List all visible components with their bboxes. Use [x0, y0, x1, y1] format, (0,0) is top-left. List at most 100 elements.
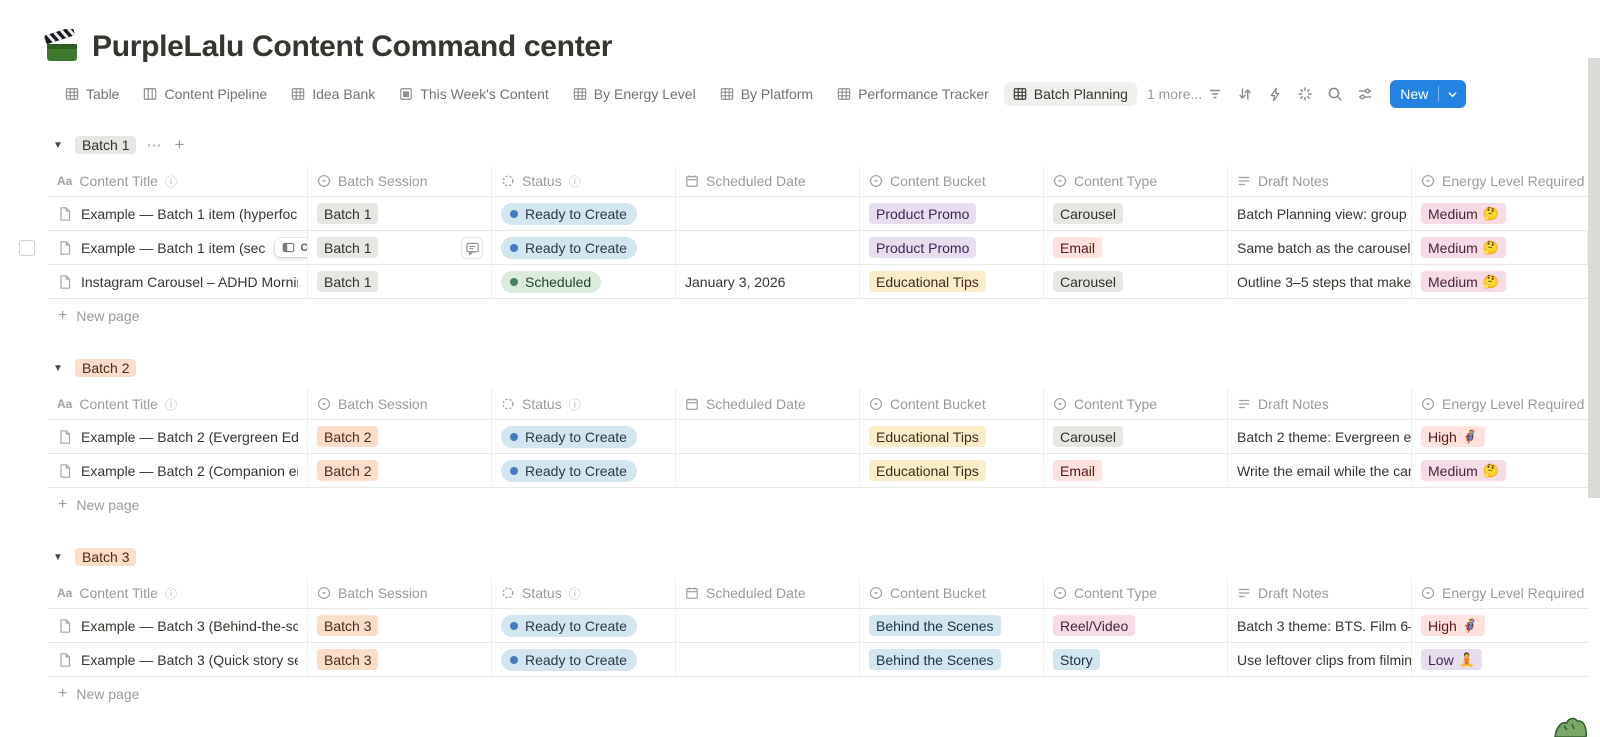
- column-header-scheduled-date[interactable]: Scheduled Date: [676, 578, 860, 608]
- cell-content-bucket[interactable]: Behind the Scenes: [860, 609, 1044, 642]
- status-badge[interactable]: Ready to Create: [501, 459, 637, 482]
- cell-energy-level[interactable]: Medium 🤔: [1412, 197, 1588, 230]
- group-name-pill[interactable]: Batch 3: [75, 548, 137, 566]
- column-header-content-bucket[interactable]: Content Bucket: [860, 578, 1044, 608]
- column-header-status[interactable]: Status ⓘ: [492, 166, 676, 196]
- table-row-hovered[interactable]: Example — Batch 1 item (secOPEN) Batch 1…: [19, 231, 1588, 265]
- status-badge[interactable]: Scheduled: [501, 270, 602, 293]
- cell-content-type[interactable]: Carousel: [1044, 197, 1228, 230]
- cell-draft-notes[interactable]: Batch 3 theme: BTS. Film 6–10 s: [1228, 609, 1412, 642]
- energy-level-tag[interactable]: Medium 🤔: [1421, 237, 1506, 258]
- lightning-icon[interactable]: [1262, 81, 1288, 107]
- column-header-content-bucket[interactable]: Content Bucket: [860, 166, 1044, 196]
- cell-scheduled-date[interactable]: January 3, 2026: [676, 265, 860, 298]
- batch-session-tag[interactable]: Batch 1: [317, 237, 379, 258]
- status-badge[interactable]: Ready to Create: [501, 236, 637, 259]
- sort-icon[interactable]: [1232, 81, 1258, 107]
- column-header-draft-notes[interactable]: Draft Notes: [1228, 389, 1412, 419]
- table-row[interactable]: Example — Batch 3 (Quick story series f …: [48, 643, 1588, 677]
- column-header-energy-level[interactable]: Energy Level Required: [1412, 578, 1588, 608]
- group-more-icon[interactable]: ⋯: [146, 137, 163, 154]
- new-page-button[interactable]: + New page: [58, 307, 140, 324]
- content-bucket-tag[interactable]: Behind the Scenes: [869, 615, 1001, 636]
- column-header-energy-level[interactable]: Energy Level Required: [1412, 389, 1588, 419]
- cell-draft-notes[interactable]: Outline 3–5 steps that make mo: [1228, 265, 1412, 298]
- cell-status[interactable]: Scheduled: [492, 265, 676, 298]
- status-badge[interactable]: Ready to Create: [501, 648, 637, 671]
- row-checkbox[interactable]: [19, 240, 35, 256]
- cell-energy-level[interactable]: Low 🧘: [1412, 643, 1588, 676]
- column-header-content-title[interactable]: Aa Content Title ⓘ: [48, 578, 308, 608]
- chevron-down-icon[interactable]: [1439, 80, 1466, 108]
- cell-content-bucket[interactable]: Behind the Scenes: [860, 643, 1044, 676]
- cell-status[interactable]: Ready to Create: [492, 420, 676, 453]
- content-bucket-tag[interactable]: Product Promo: [869, 203, 977, 224]
- cell-content-bucket[interactable]: Educational Tips: [860, 454, 1044, 487]
- content-type-tag[interactable]: Email: [1053, 237, 1103, 258]
- batch-session-tag[interactable]: Batch 3: [317, 649, 379, 670]
- cell-batch-session[interactable]: Batch 2: [308, 420, 492, 453]
- cell-status[interactable]: Ready to Create: [492, 231, 676, 264]
- open-page-button[interactable]: OPEN: [275, 238, 307, 257]
- cell-energy-level[interactable]: High 🦸: [1412, 420, 1588, 453]
- content-type-tag[interactable]: Reel/Video: [1053, 615, 1136, 636]
- batch-session-tag[interactable]: Batch 1: [317, 271, 379, 292]
- energy-level-tag[interactable]: High 🦸: [1421, 426, 1485, 447]
- column-header-content-type[interactable]: Content Type: [1044, 578, 1228, 608]
- table-row[interactable]: Example — Batch 2 (Evergreen Educatio Ba…: [48, 420, 1588, 454]
- content-bucket-tag[interactable]: Behind the Scenes: [869, 649, 1001, 670]
- vertical-scrollbar-track[interactable]: [1588, 0, 1600, 737]
- column-header-batch-session[interactable]: Batch Session: [308, 166, 492, 196]
- cell-content-title[interactable]: Example — Batch 1 item (hyperfocus se: [48, 197, 308, 230]
- column-header-content-title[interactable]: Aa Content Title ⓘ: [48, 389, 308, 419]
- cell-content-title[interactable]: Example — Batch 2 (Evergreen Educatio: [48, 420, 308, 453]
- column-header-scheduled-date[interactable]: Scheduled Date: [676, 166, 860, 196]
- tab-batch-planning[interactable]: Batch Planning: [1003, 82, 1137, 106]
- collapse-triangle-icon[interactable]: ▼: [53, 139, 63, 151]
- settings-sliders-icon[interactable]: [1352, 81, 1378, 107]
- tab-table[interactable]: Table: [56, 82, 128, 106]
- cell-draft-notes[interactable]: Use leftover clips from filming o: [1228, 643, 1412, 676]
- tab-content-pipeline[interactable]: Content Pipeline: [134, 82, 276, 106]
- cell-content-title[interactable]: Example — Batch 3 (Behind-the-scenes: [48, 609, 308, 642]
- cell-content-type[interactable]: Email: [1044, 231, 1228, 264]
- column-header-batch-session[interactable]: Batch Session: [308, 389, 492, 419]
- content-bucket-tag[interactable]: Educational Tips: [869, 460, 986, 481]
- cell-content-title[interactable]: Example — Batch 1 item (secOPEN): [48, 231, 308, 264]
- cell-draft-notes[interactable]: Batch Planning view: group by B: [1228, 197, 1412, 230]
- column-header-content-type[interactable]: Content Type: [1044, 389, 1228, 419]
- energy-level-tag[interactable]: High 🦸: [1421, 615, 1485, 636]
- cell-scheduled-date[interactable]: [676, 643, 860, 676]
- status-badge[interactable]: Ready to Create: [501, 614, 637, 637]
- content-type-tag[interactable]: Story: [1053, 649, 1100, 670]
- group-name-pill[interactable]: Batch 1: [75, 136, 137, 154]
- cell-energy-level[interactable]: Medium 🤔: [1412, 454, 1588, 487]
- batch-session-tag[interactable]: Batch 2: [317, 426, 379, 447]
- cell-draft-notes[interactable]: Same batch as the carousel. Cre: [1228, 231, 1412, 264]
- tab-this-weeks-content[interactable]: This Week's Content: [390, 82, 557, 106]
- cell-content-bucket[interactable]: Educational Tips: [860, 420, 1044, 453]
- collapse-triangle-icon[interactable]: ▼: [53, 362, 63, 374]
- table-row[interactable]: Example — Batch 3 (Behind-the-scenes Bat…: [48, 609, 1588, 643]
- cell-content-title[interactable]: Example — Batch 3 (Quick story series f: [48, 643, 308, 676]
- cell-content-type[interactable]: Email: [1044, 454, 1228, 487]
- cell-content-bucket[interactable]: Product Promo: [860, 231, 1044, 264]
- comment-bubble-icon[interactable]: [462, 238, 482, 258]
- cell-content-title[interactable]: Example — Batch 2 (Companion email t: [48, 454, 308, 487]
- cell-scheduled-date[interactable]: [676, 197, 860, 230]
- energy-level-tag[interactable]: Medium 🤔: [1421, 203, 1506, 224]
- cell-energy-level[interactable]: Medium 🤔: [1412, 231, 1588, 264]
- content-type-tag[interactable]: Carousel: [1053, 203, 1124, 224]
- status-badge[interactable]: Ready to Create: [501, 202, 637, 225]
- cell-scheduled-date[interactable]: [676, 454, 860, 487]
- cell-draft-notes[interactable]: Batch 2 theme: Evergreen educa: [1228, 420, 1412, 453]
- batch-session-tag[interactable]: Batch 3: [317, 615, 379, 636]
- cell-content-type[interactable]: Story: [1044, 643, 1228, 676]
- cell-batch-session[interactable]: Batch 1: [308, 197, 492, 230]
- cell-batch-session[interactable]: Batch 3: [308, 609, 492, 642]
- energy-level-tag[interactable]: Medium 🤔: [1421, 271, 1506, 292]
- vertical-scrollbar-thumb[interactable]: [1588, 58, 1600, 498]
- new-page-button[interactable]: + New page: [58, 496, 140, 513]
- energy-level-tag[interactable]: Low 🧘: [1421, 649, 1482, 670]
- column-header-content-title[interactable]: Aa Content Title ⓘ: [48, 166, 308, 196]
